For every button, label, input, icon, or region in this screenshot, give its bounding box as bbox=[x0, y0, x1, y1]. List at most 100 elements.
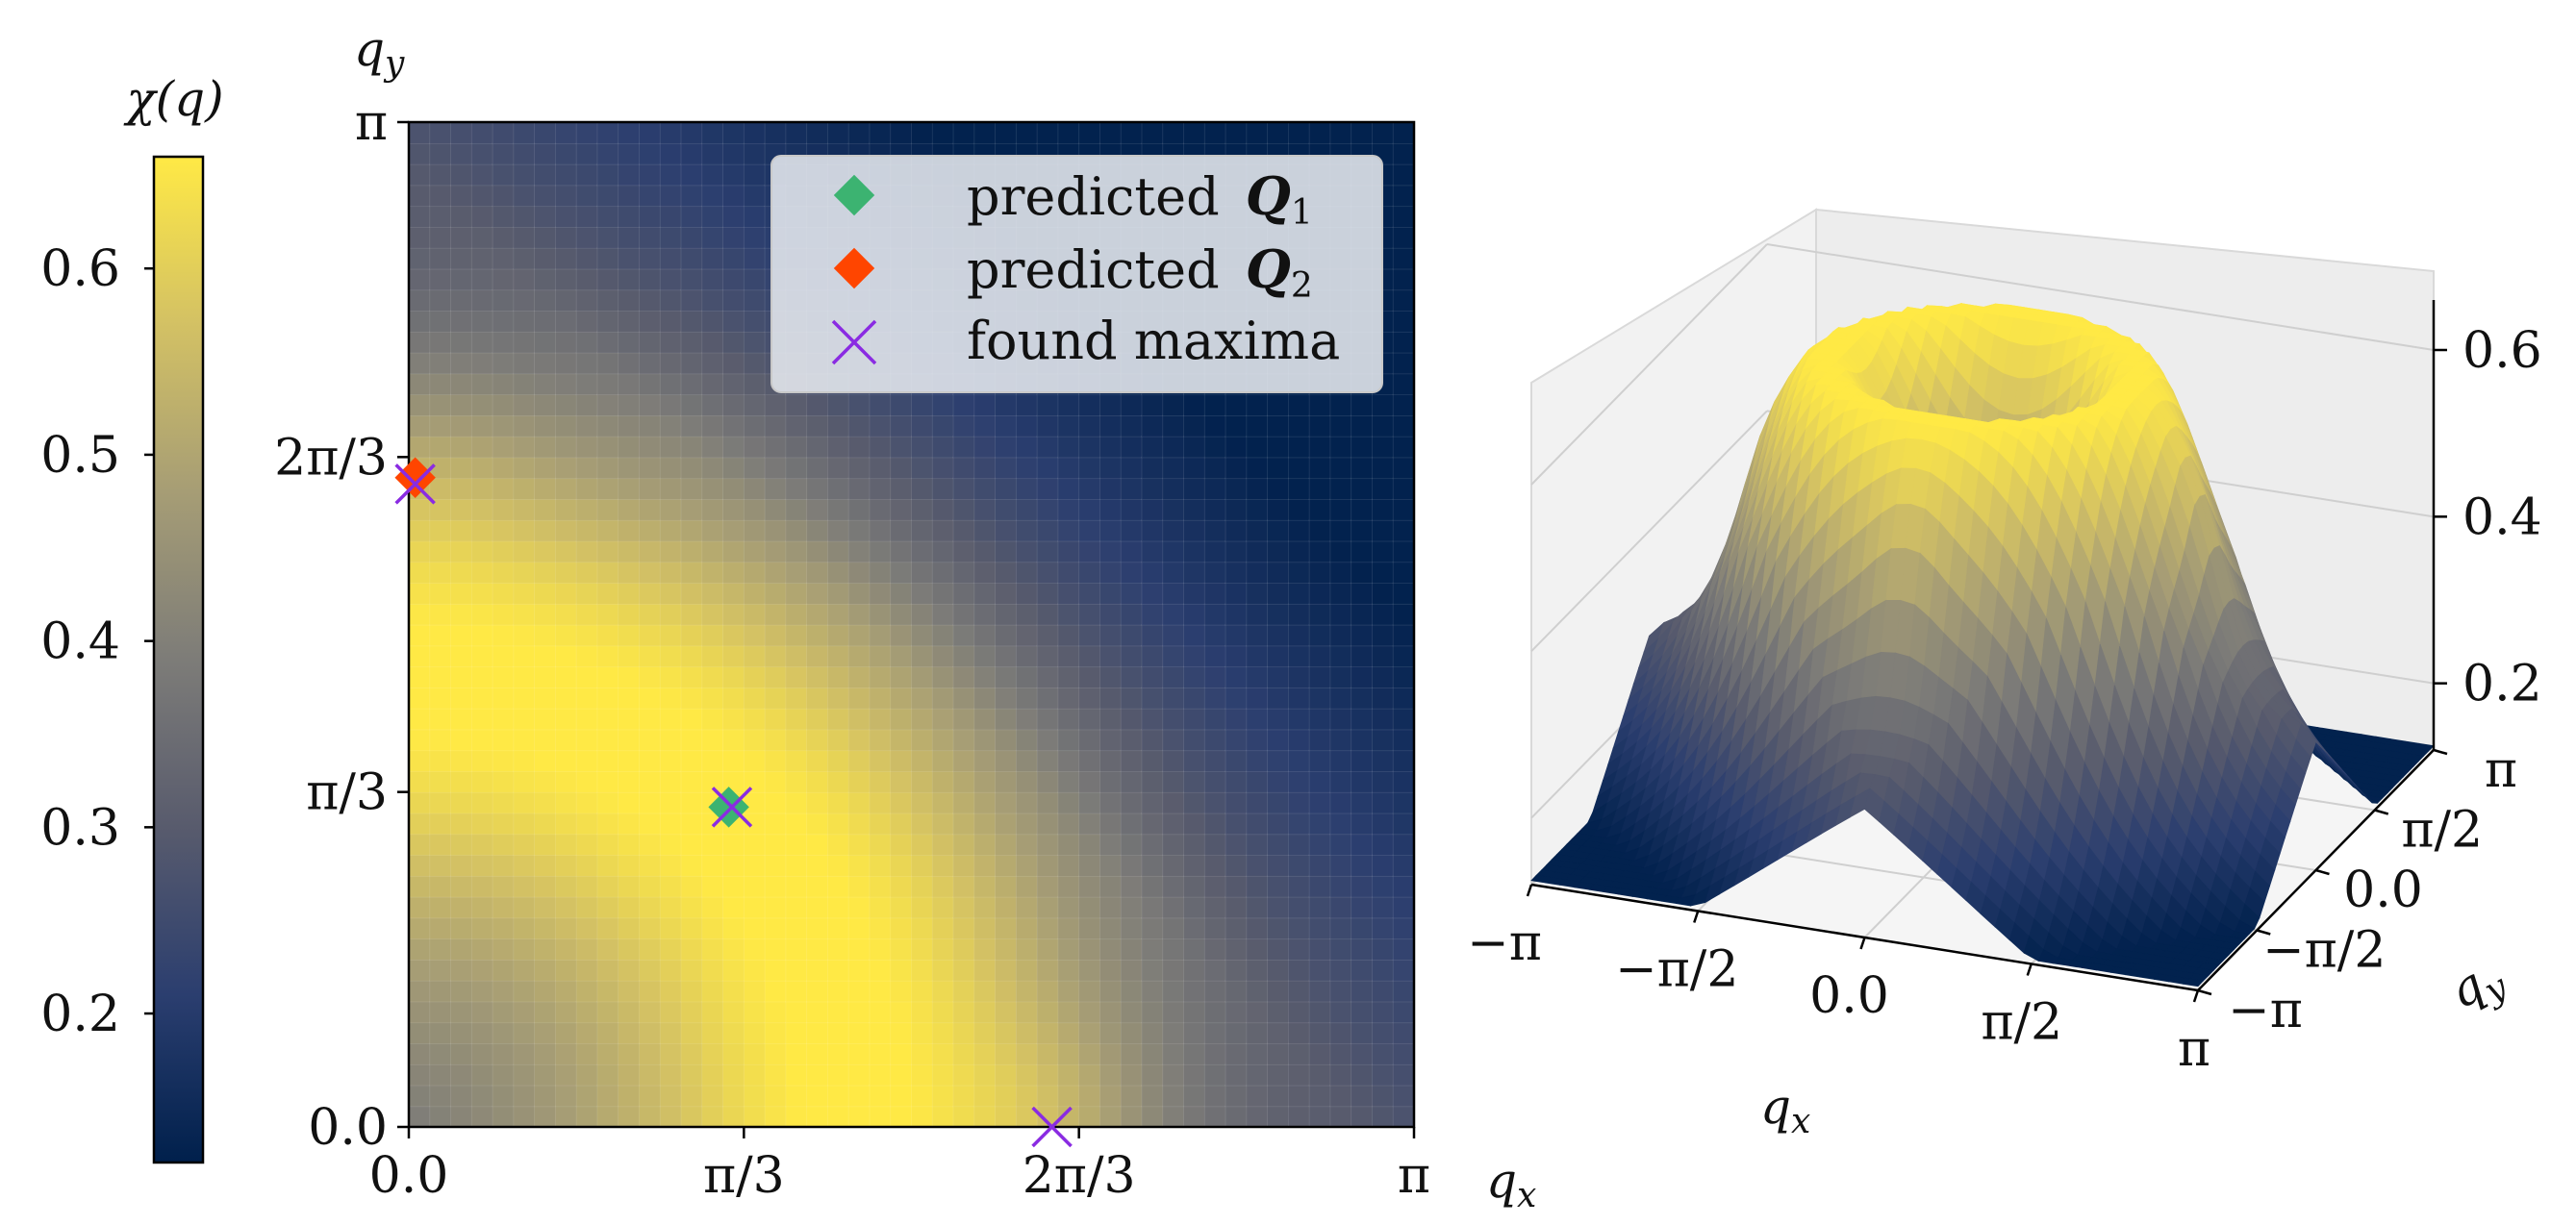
heatmap-cell bbox=[534, 310, 557, 333]
legend-maxima-x-icon bbox=[831, 319, 877, 365]
heatmap-cell bbox=[806, 959, 829, 982]
heatmap-cell bbox=[1078, 938, 1101, 961]
heatmap-cell bbox=[534, 352, 557, 375]
heatmap-cell bbox=[1141, 916, 1164, 940]
heatmap-cell bbox=[1392, 540, 1414, 563]
heatmap-cell bbox=[1225, 603, 1248, 626]
heatmap-cell bbox=[973, 498, 997, 521]
heatmap-cell bbox=[1267, 519, 1290, 542]
heatmap-cell bbox=[659, 916, 683, 940]
heatmap-cell bbox=[513, 770, 536, 793]
heatmap-cell bbox=[1287, 959, 1311, 982]
heatmap-cell bbox=[785, 708, 808, 731]
heatmap-cell bbox=[450, 1042, 473, 1065]
heatmap-cell bbox=[534, 624, 557, 647]
heatmap-cell bbox=[847, 708, 871, 731]
heatmap-cell bbox=[1267, 875, 1290, 898]
heatmap-cell bbox=[618, 1085, 641, 1108]
heatmap-cell bbox=[1078, 498, 1101, 521]
heatmap-cell bbox=[722, 414, 745, 438]
heatmap-cell bbox=[429, 812, 452, 836]
heatmap-cell bbox=[911, 456, 934, 480]
heatmap-cell bbox=[450, 708, 473, 731]
heatmap-ylabel-sub: y bbox=[383, 44, 405, 84]
heatmap-cell bbox=[722, 603, 745, 626]
svg-text:predicted Q2: predicted Q2 bbox=[967, 238, 1313, 306]
heatmap-cell bbox=[639, 896, 662, 919]
heatmap-cell bbox=[534, 812, 557, 836]
heatmap-cell bbox=[743, 247, 767, 270]
heatmap-cell bbox=[639, 582, 662, 605]
heatmap-cell bbox=[1183, 1085, 1206, 1108]
heatmap-cell bbox=[680, 310, 703, 333]
heatmap-cell bbox=[618, 540, 641, 563]
heatmap-cell bbox=[847, 1085, 871, 1108]
heatmap-cell bbox=[1392, 938, 1414, 961]
heatmap-cell bbox=[1099, 980, 1123, 1003]
heatmap-cell bbox=[869, 1063, 892, 1087]
heatmap-cell bbox=[1267, 833, 1290, 856]
heatmap-cell bbox=[513, 540, 536, 563]
surface-ytick bbox=[2433, 748, 2448, 756]
heatmap-cell bbox=[680, 247, 703, 270]
heatmap-cell bbox=[618, 1105, 641, 1127]
heatmap-cell bbox=[639, 226, 662, 249]
surface-ytick bbox=[2197, 988, 2212, 996]
heatmap-cell bbox=[785, 644, 808, 668]
heatmap-cell bbox=[1057, 393, 1080, 416]
heatmap-cell bbox=[973, 561, 997, 584]
heatmap-cell bbox=[1287, 749, 1311, 772]
heatmap-cell bbox=[764, 624, 787, 647]
heatmap-cell bbox=[596, 1063, 619, 1087]
heatmap-cell bbox=[1015, 1063, 1039, 1087]
heatmap-cell bbox=[1078, 1042, 1101, 1065]
heatmap-cell bbox=[847, 414, 871, 438]
heatmap-cell bbox=[1392, 582, 1414, 605]
heatmap-cell bbox=[659, 184, 683, 208]
heatmap-cell bbox=[575, 456, 598, 480]
heatmap-cell bbox=[785, 582, 808, 605]
heatmap-cell bbox=[701, 122, 724, 144]
heatmap-cell bbox=[722, 1000, 745, 1024]
heatmap-cell bbox=[847, 393, 871, 416]
heatmap-cell bbox=[1015, 687, 1039, 710]
heatmap-cell bbox=[764, 854, 787, 877]
heatmap-cell bbox=[409, 896, 431, 919]
heatmap-cell bbox=[492, 896, 515, 919]
heatmap-cell bbox=[409, 267, 431, 291]
heatmap-cell bbox=[1162, 1105, 1185, 1127]
heatmap-cell bbox=[1392, 624, 1414, 647]
heatmap-cell bbox=[1099, 1063, 1123, 1087]
heatmap-cell bbox=[1225, 519, 1248, 542]
heatmap-cell bbox=[429, 352, 452, 375]
heatmap-cell bbox=[1372, 1063, 1395, 1087]
heatmap-cell bbox=[555, 247, 578, 270]
heatmap-cell bbox=[764, 1042, 787, 1065]
heatmap-cell bbox=[827, 1042, 850, 1065]
heatmap-cell bbox=[806, 1042, 829, 1065]
heatmap-cell bbox=[995, 436, 1018, 459]
heatmap-cell bbox=[429, 372, 452, 396]
heatmap-cell bbox=[1162, 854, 1185, 877]
heatmap-cell bbox=[575, 310, 598, 333]
heatmap-cell bbox=[1372, 519, 1395, 542]
heatmap-ticks: 0.0 π/3 2π/3 π0.0π/32π/3π bbox=[274, 94, 1430, 1205]
heatmap-cell bbox=[869, 1000, 892, 1024]
heatmap-cell bbox=[952, 665, 975, 688]
heatmap-cell bbox=[1099, 1085, 1123, 1108]
heatmap-cell bbox=[1183, 624, 1206, 647]
heatmap-cell bbox=[911, 122, 934, 144]
heatmap-cell bbox=[1267, 436, 1290, 459]
heatmap-cell bbox=[534, 644, 557, 668]
heatmap-cell bbox=[492, 267, 515, 291]
heatmap-cell bbox=[513, 791, 536, 814]
heatmap-cell bbox=[450, 1000, 473, 1024]
heatmap-cell bbox=[806, 791, 829, 814]
heatmap-cell bbox=[743, 184, 767, 208]
heatmap-cell bbox=[429, 205, 452, 228]
heatmap-cell bbox=[806, 854, 829, 877]
heatmap-cell bbox=[931, 540, 955, 563]
heatmap-cell bbox=[1203, 687, 1227, 710]
surface-pane-grid bbox=[1766, 243, 2435, 351]
heatmap-cell bbox=[1392, 205, 1414, 228]
